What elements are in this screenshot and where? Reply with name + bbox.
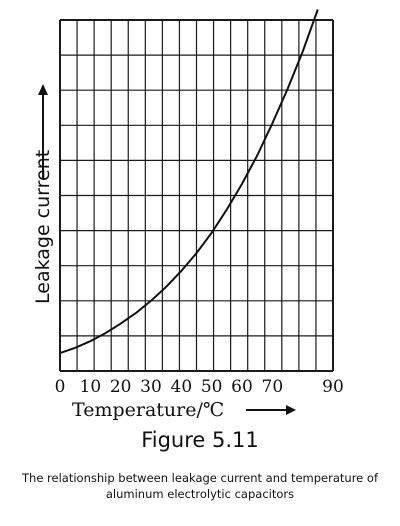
x-tick-label: 30 — [140, 377, 162, 397]
x-tick-label: 50 — [201, 377, 223, 397]
y-axis-label: Leakage current — [32, 150, 54, 304]
chart-grid — [59, 19, 334, 372]
x-axis-arrow — [246, 405, 296, 415]
x-tick-label: 20 — [110, 377, 132, 397]
figure-caption: The relationship between leakage current… — [22, 471, 378, 501]
x-axis-label: Temperature/℃ — [72, 399, 224, 421]
y-axis-arrow — [38, 84, 48, 178]
x-tick-label: 10 — [80, 377, 102, 397]
leakage-current-series-line — [59, 9, 319, 355]
x-tick-label: 70 — [262, 377, 284, 397]
x-tick-label: 0 — [55, 377, 66, 397]
x-tick-label: 60 — [231, 377, 253, 397]
figure-label: Figure 5.11 — [141, 428, 259, 452]
x-tick-label: 90 — [322, 377, 344, 397]
leakage-current-chart: 0 10 20 30 40 50 60 70 90 Temperature/℃ Leakage … — [32, 9, 344, 421]
x-tick-label: 40 — [171, 377, 193, 397]
x-tick-labels: 0 10 20 30 40 50 60 70 90 — [55, 377, 344, 397]
